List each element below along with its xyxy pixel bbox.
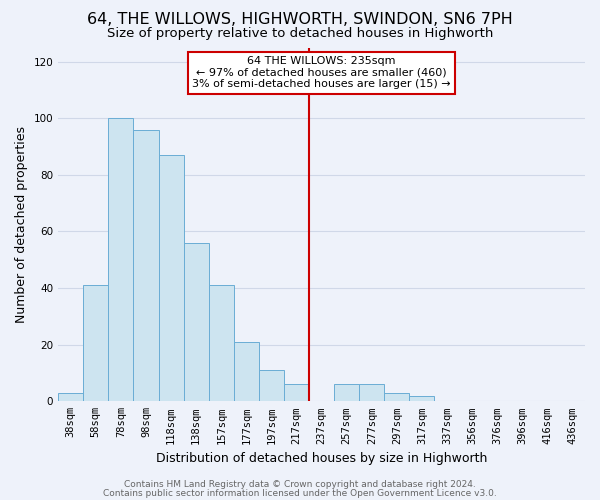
Text: Contains HM Land Registry data © Crown copyright and database right 2024.: Contains HM Land Registry data © Crown c… <box>124 480 476 489</box>
Bar <box>259 370 284 402</box>
Bar <box>234 342 259 402</box>
Bar <box>385 393 409 402</box>
Bar <box>284 384 309 402</box>
Bar <box>58 393 83 402</box>
Bar <box>109 118 133 402</box>
Bar <box>184 243 209 402</box>
Bar <box>359 384 385 402</box>
Text: 64, THE WILLOWS, HIGHWORTH, SWINDON, SN6 7PH: 64, THE WILLOWS, HIGHWORTH, SWINDON, SN6… <box>87 12 513 28</box>
Bar <box>334 384 359 402</box>
X-axis label: Distribution of detached houses by size in Highworth: Distribution of detached houses by size … <box>156 452 487 465</box>
Y-axis label: Number of detached properties: Number of detached properties <box>15 126 28 323</box>
Text: Contains public sector information licensed under the Open Government Licence v3: Contains public sector information licen… <box>103 488 497 498</box>
Bar <box>409 396 434 402</box>
Bar <box>83 286 109 402</box>
Text: Size of property relative to detached houses in Highworth: Size of property relative to detached ho… <box>107 28 493 40</box>
Bar <box>158 155 184 402</box>
Text: 64 THE WILLOWS: 235sqm  
← 97% of detached houses are smaller (460)
3% of semi-d: 64 THE WILLOWS: 235sqm ← 97% of detached… <box>192 56 451 89</box>
Bar <box>209 286 234 402</box>
Bar <box>133 130 158 402</box>
